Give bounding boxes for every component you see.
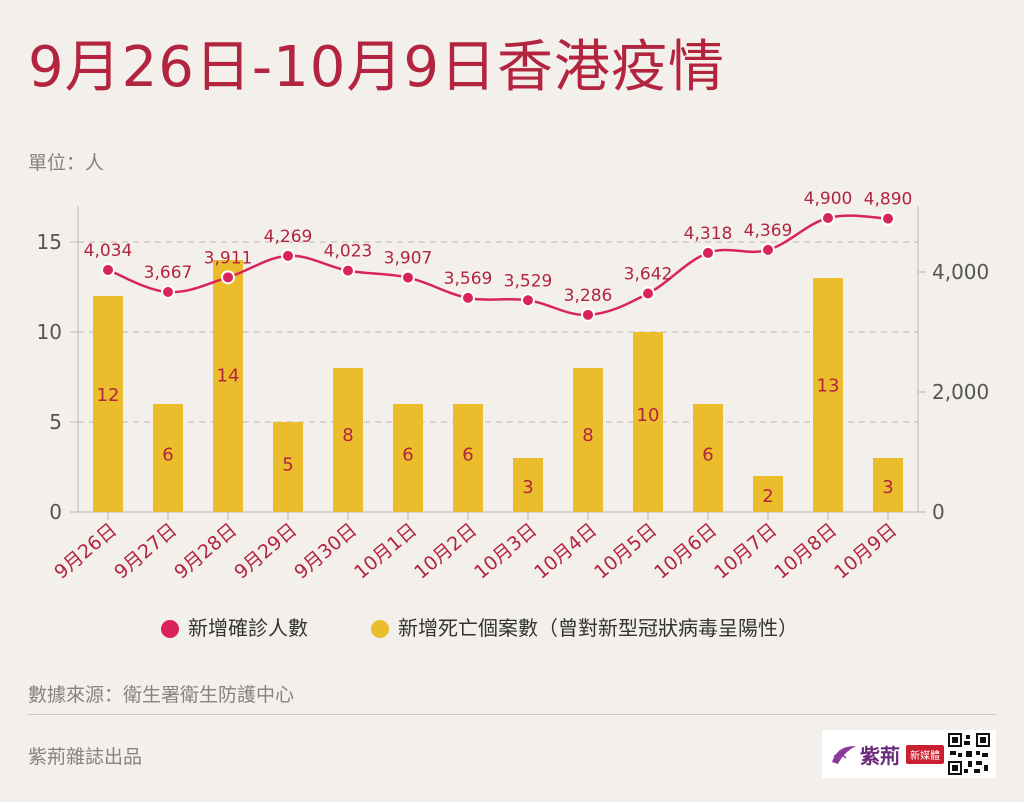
bar	[753, 476, 783, 512]
x-tick-label: 10月4日	[530, 519, 601, 584]
bar	[453, 404, 483, 512]
bar-value-label: 13	[817, 375, 840, 396]
x-tick-label: 10月7日	[710, 519, 781, 584]
bar-value-label: 8	[582, 425, 593, 446]
legend-label-deaths: 新增死亡個案數（曾對新型冠狀病毒呈陽性）	[398, 616, 798, 640]
bar-value-label: 6	[462, 445, 473, 466]
line-value-label: 3,286	[564, 286, 613, 306]
bar	[573, 368, 603, 512]
line-value-label: 3,667	[144, 263, 193, 283]
x-tick-label: 9月26日	[50, 519, 121, 584]
right-tick-label: 2,000	[932, 380, 989, 404]
line-point	[401, 270, 415, 285]
line-point	[821, 211, 835, 225]
page-title: 9月26日-10月9日香港疫情	[28, 35, 725, 100]
bar-value-label: 14	[217, 365, 240, 386]
left-tick-label: 10	[37, 320, 62, 344]
line-value-label: 4,900	[804, 190, 853, 209]
bar-value-label: 3	[882, 477, 893, 498]
logo-name: 紫荊	[860, 743, 900, 768]
legend-label-cases: 新增確診人數	[188, 616, 308, 640]
bar	[153, 404, 183, 512]
bar	[873, 458, 903, 512]
line-point	[761, 242, 775, 257]
x-tick-label: 10月9日	[830, 519, 901, 584]
x-tick-label: 10月6日	[650, 519, 721, 584]
line-value-label: 4,369	[744, 221, 793, 241]
line-point	[581, 307, 595, 322]
logo-badge: 新媒體	[906, 744, 944, 764]
x-tick-label: 10月5日	[590, 519, 661, 584]
line-value-label: 4,023	[324, 242, 373, 262]
bar	[633, 332, 663, 512]
footer-divider	[28, 714, 996, 715]
x-tick-label: 10月1日	[350, 519, 421, 584]
left-tick-label: 5	[49, 410, 62, 434]
unit-label: 單位：人	[28, 152, 105, 174]
bar-value-label: 2	[762, 486, 773, 507]
right-tick-label: 0	[932, 500, 945, 524]
bar	[273, 422, 303, 512]
line-value-label: 4,269	[264, 227, 313, 247]
line-value-label: 3,529	[504, 271, 553, 291]
bar-value-label: 6	[702, 445, 713, 466]
line-point	[881, 211, 895, 226]
x-tick-label: 9月30日	[290, 519, 361, 584]
line-point	[521, 293, 535, 308]
bar	[93, 296, 123, 512]
right-tick-label: 4,000	[932, 260, 989, 284]
bar	[813, 278, 843, 512]
combo-chart: 0 5 10 15 0 2,000 4,000 12 6 14 5 8 6 6 3 8 10 6 2 13 3 9月26日…	[37, 190, 990, 640]
bar-value-label: 8	[342, 425, 353, 446]
line-point	[161, 284, 175, 299]
bar-value-label: 12	[97, 385, 120, 406]
line-value-label: 4,034	[84, 241, 133, 261]
bar-value-label: 3	[522, 477, 533, 498]
x-tick-label: 10月2日	[410, 519, 481, 584]
bar-value-label: 10	[637, 405, 660, 426]
qr-code-icon[interactable]	[948, 733, 990, 775]
bar-value-label: 6	[162, 445, 173, 466]
data-source: 數據來源：衛生署衛生防護中心	[28, 684, 295, 706]
line-value-label: 3,569	[444, 269, 493, 289]
bar	[693, 404, 723, 512]
bar	[213, 260, 243, 512]
bar	[513, 458, 543, 512]
line-point	[701, 245, 715, 260]
line-point	[341, 263, 355, 278]
line-series-path	[107, 214, 889, 317]
x-tick-label: 10月8日	[770, 519, 841, 584]
bar-value-label: 5	[282, 455, 293, 476]
bauhinia-icon	[832, 746, 856, 764]
line-point	[281, 248, 295, 263]
left-tick-label: 0	[49, 500, 62, 524]
line-value-label: 4,318	[684, 224, 733, 244]
line-value-label: 3,911	[204, 248, 253, 268]
x-tick-label: 9月27日	[110, 519, 181, 584]
publisher-credit: 紫荊雜誌出品	[28, 746, 143, 768]
line-value-label: 3,642	[624, 264, 673, 284]
x-tick-label: 9月28日	[170, 519, 241, 584]
line-point	[101, 262, 115, 277]
left-tick-label: 15	[37, 230, 62, 254]
line-point	[641, 286, 655, 301]
line-value-label: 4,890	[864, 190, 913, 210]
line-point	[461, 290, 475, 305]
brand-logo: 紫荊 新媒體	[822, 730, 996, 778]
legend-swatch-deaths	[371, 620, 389, 638]
legend-swatch-cases	[161, 620, 179, 638]
line-value-label: 3,907	[384, 249, 433, 269]
line-point	[221, 270, 235, 285]
x-tick-label: 9月29日	[230, 519, 301, 584]
bar-value-label: 6	[402, 445, 413, 466]
bar	[333, 368, 363, 512]
bar	[393, 404, 423, 512]
x-tick-label: 10月3日	[470, 519, 541, 584]
